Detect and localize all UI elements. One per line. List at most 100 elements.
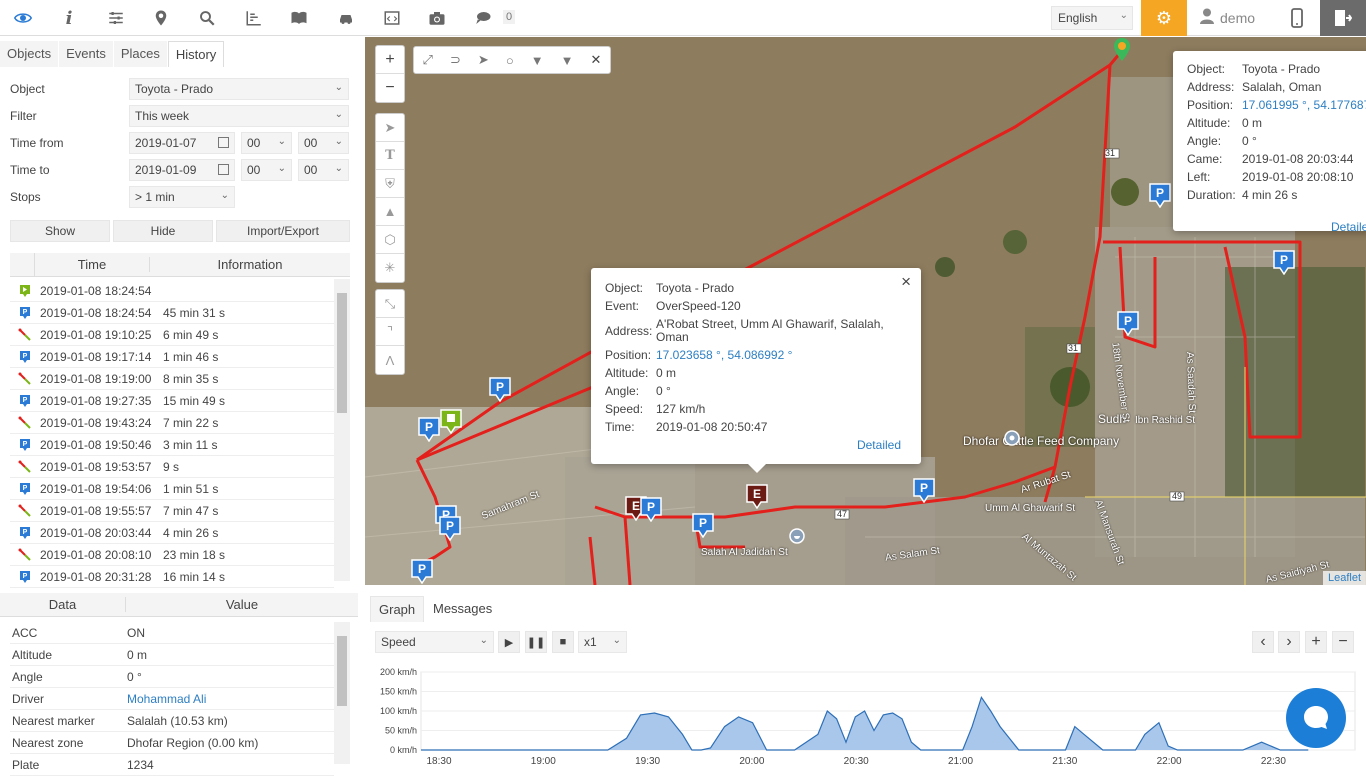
detailed-link[interactable]: Detailed — [856, 438, 901, 452]
scroll-thumb[interactable] — [337, 293, 347, 413]
history-scrollbar[interactable] — [334, 279, 350, 581]
parking-marker[interactable]: P — [913, 478, 935, 503]
graph-prev-button[interactable]: ‹ — [1252, 631, 1274, 653]
user-menu[interactable]: demo — [1200, 8, 1255, 27]
history-row[interactable]: P 2019-01-08 19:17:14 1 min 46 s — [10, 346, 334, 368]
corner-icon[interactable]: ⌝ — [376, 318, 404, 346]
driver-link[interactable]: Mohammad Ali — [127, 691, 207, 706]
import-export-button[interactable]: Import/Export — [216, 220, 350, 242]
search-icon[interactable] — [195, 6, 219, 30]
parking-marker[interactable]: P — [439, 516, 461, 541]
parking-marker-selected[interactable]: P — [1273, 250, 1295, 275]
graph-mode-select[interactable]: Speed ⌄ — [375, 631, 494, 653]
logo-eye-icon[interactable] — [11, 6, 35, 30]
stops-select[interactable]: > 1 min ⌄ — [129, 186, 235, 208]
mosque-pin-icon[interactable] — [788, 527, 806, 545]
camera-icon[interactable] — [425, 6, 449, 30]
time-from-hour-select[interactable]: 00 ⌄ — [241, 132, 292, 154]
parking-marker[interactable]: P — [411, 559, 433, 584]
history-row[interactable]: P 2019-01-08 19:50:46 3 min 11 s — [10, 434, 334, 456]
route-arrow-icon[interactable]: ➤ — [376, 114, 404, 142]
parking-marker[interactable]: P — [1117, 311, 1139, 336]
shield-icon[interactable]: ⛨ — [376, 170, 404, 198]
history-row[interactable]: 2019-01-08 19:55:57 7 min 47 s — [10, 500, 334, 522]
tab-places[interactable]: Places — [113, 41, 168, 67]
header-time[interactable]: Time — [35, 257, 150, 272]
detailed-link[interactable]: Detailed — [1331, 220, 1366, 231]
leaflet-attribution[interactable]: Leaflet — [1322, 571, 1366, 585]
position-link[interactable]: 17.023658 °, 54.086992 ° — [656, 348, 793, 362]
logout-button[interactable] — [1320, 0, 1366, 36]
zoom-in-button[interactable]: + — [376, 46, 404, 74]
header-value[interactable]: Value — [225, 597, 259, 612]
map-view[interactable]: 31 31 47 49 Dhofar Cattle Feed Company S… — [365, 37, 1366, 585]
time-to-date-input[interactable]: 2019-01-09 — [129, 159, 235, 181]
header-data[interactable]: Data — [0, 597, 126, 612]
parking-marker[interactable]: P — [1149, 183, 1171, 208]
parking-marker[interactable]: P — [692, 513, 714, 538]
show-button[interactable]: Show — [10, 220, 110, 242]
chat-icon[interactable] — [471, 6, 495, 30]
info-icon[interactable]: i — [65, 7, 73, 29]
stop-button[interactable]: ■ — [552, 631, 574, 653]
mobile-button[interactable] — [1285, 6, 1309, 30]
history-row[interactable]: 2019-01-08 19:19:00 8 min 35 s — [10, 368, 334, 390]
tab-history[interactable]: History — [167, 41, 225, 67]
time-from-date-input[interactable]: 2019-01-07 — [129, 132, 235, 154]
circle-icon[interactable]: ○ — [505, 52, 514, 68]
cluster-icon[interactable]: ✳ — [384, 260, 396, 275]
object-select[interactable]: Toyota - Prado ⌄ — [129, 78, 349, 100]
history-row[interactable]: P 2019-01-08 20:31:28 16 min 14 s — [10, 566, 334, 588]
play-button[interactable]: ▶ — [498, 631, 520, 653]
history-row[interactable]: 2019-01-08 18:24:54 — [10, 280, 334, 302]
fit-bounds-icon[interactable]: ⤡ — [376, 290, 404, 318]
history-row[interactable]: P 2019-01-08 18:24:54 45 min 31 s — [10, 302, 334, 324]
zoom-out-button[interactable]: − — [385, 79, 395, 96]
event-flag-icon[interactable]: ▼ — [530, 52, 544, 68]
collapse-icon[interactable]: ⤢ — [422, 52, 433, 67]
text-tool-icon[interactable]: T — [376, 142, 404, 170]
header-information[interactable]: Information — [217, 257, 283, 272]
filter-select[interactable]: This week ⌄ — [129, 105, 349, 127]
speed-chart[interactable]: 200 km/h 150 km/h 100 km/h 50 km/h 0 km/h 18:… — [365, 658, 1366, 768]
arrow-icon[interactable]: ➤ — [477, 52, 489, 67]
position-link[interactable]: 17.061995 °, 54.177687 ° — [1242, 98, 1366, 112]
heading-icon[interactable]: Λ — [385, 352, 395, 368]
tab-events[interactable]: Events — [59, 41, 114, 67]
route-hook-icon[interactable]: ⊃ — [449, 52, 461, 67]
bar-chart-icon[interactable] — [242, 6, 266, 30]
graph-zoom-out-button[interactable]: − — [1332, 631, 1354, 653]
settings-button[interactable]: ⚙ — [1141, 0, 1187, 36]
history-row[interactable]: P 2019-01-08 20:03:44 4 min 26 s — [10, 522, 334, 544]
road-icon[interactable]: ▲ — [376, 198, 404, 226]
history-row[interactable]: 2019-01-08 19:43:24 7 min 22 s — [10, 412, 334, 434]
event-marker-selected[interactable]: E — [746, 484, 768, 509]
time-from-minute-select[interactable]: 00 ⌄ — [298, 132, 349, 154]
polygon-icon[interactable]: ⬡ — [376, 226, 404, 254]
close-popup-button[interactable]: × — [901, 272, 911, 291]
chat-widget-button[interactable] — [1286, 688, 1346, 748]
time-to-hour-select[interactable]: 00 ⌄ — [241, 159, 292, 181]
language-select[interactable]: English ⌄ — [1051, 6, 1133, 30]
place-pin-icon[interactable] — [1003, 429, 1021, 447]
close-icon[interactable]: ✕ — [590, 52, 602, 67]
event-flag-icon-2[interactable]: ▼ — [560, 52, 574, 68]
parking-marker[interactable]: P — [489, 377, 511, 402]
route-start-marker[interactable] — [440, 409, 462, 434]
sliders-icon[interactable] — [104, 6, 128, 30]
graph-next-button[interactable]: › — [1278, 631, 1300, 653]
history-row[interactable]: 2019-01-08 19:10:25 6 min 49 s — [10, 324, 334, 346]
history-row[interactable]: P 2019-01-08 19:27:35 15 min 49 s — [10, 390, 334, 412]
car-icon[interactable] — [334, 6, 358, 30]
code-icon[interactable] — [380, 6, 404, 30]
tab-graph[interactable]: Graph — [370, 596, 425, 622]
playback-speed-select[interactable]: x1 ⌄ — [578, 631, 627, 653]
data-scrollbar[interactable] — [334, 622, 350, 764]
tab-objects[interactable]: Objects — [0, 41, 60, 67]
tab-messages[interactable]: Messages — [433, 601, 493, 616]
history-row[interactable]: 2019-01-08 19:53:57 9 s — [10, 456, 334, 478]
hide-button[interactable]: Hide — [113, 220, 213, 242]
parking-marker[interactable]: P — [418, 417, 440, 442]
time-to-minute-select[interactable]: 00 ⌄ — [298, 159, 349, 181]
history-row[interactable]: 2019-01-08 20:08:10 23 min 18 s — [10, 544, 334, 566]
